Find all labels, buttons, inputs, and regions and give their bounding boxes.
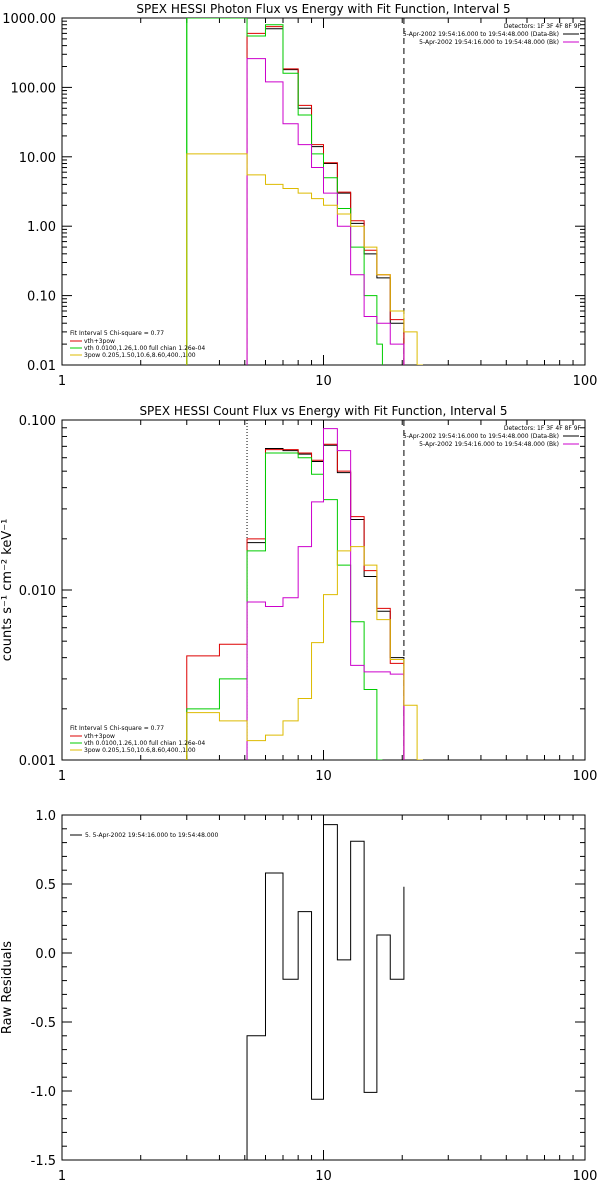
y-axis-label: Raw Residuals	[0, 941, 15, 1034]
legend-entry-label: 5. 5-Apr-2002 19:54:16.000 to 19:54:48.0…	[85, 832, 218, 839]
y-tick-label: 0.001	[19, 754, 56, 769]
series-line-5	[186, 153, 423, 365]
y-tick-label: 0.100	[19, 414, 56, 429]
y-tick-label: 0.10	[27, 290, 56, 305]
y-tick-label: 0.010	[19, 584, 56, 599]
series-line-4	[246, 58, 405, 365]
plot-area	[186, 420, 423, 760]
legend-bottom-left: Fit Interval 5 Chi-square = 0.77vth+3pow…	[70, 725, 205, 754]
legend-top-left: 5. 5-Apr-2002 19:54:16.000 to 19:54:48.0…	[70, 832, 218, 839]
y-tick-label: 10.00	[19, 151, 56, 166]
series-line-5	[186, 546, 423, 760]
x-tick-label: 100	[573, 1169, 598, 1184]
legend-entry-label: vth 0.0100,1.26,1.00 full chian 1.26e-04	[84, 740, 205, 747]
x-tick-label: 10	[315, 374, 332, 389]
legend-entry-label: 5-Apr-2002 19:54:16.000 to 19:54:48.000 …	[403, 433, 559, 440]
series-line-1	[246, 444, 405, 760]
y-tick-label: -1.0	[31, 1085, 56, 1100]
x-tick-label: 10	[315, 1169, 332, 1184]
y-tick-label: 0.01	[27, 359, 56, 374]
y-tick-label: 1.0	[35, 809, 56, 824]
series-line-3	[186, 18, 383, 365]
chart-title: SPEX HESSI Count Flux vs Energy with Fit…	[139, 404, 507, 418]
x-tick-label: 1	[58, 374, 66, 389]
plot-area	[246, 824, 405, 1160]
legend-header: Detectors: 1F 3F 4F 8F 9F	[504, 23, 582, 30]
y-tick-label: 0.0	[35, 947, 56, 962]
legend-header: Detectors: 1F 3F 4F 8F 9F	[504, 425, 582, 432]
x-tick-label: 100	[573, 769, 598, 784]
y-tick-label: 0.5	[35, 878, 56, 893]
legend-top-right: Detectors: 1F 3F 4F 8F 9F5-Apr-2002 19:5…	[403, 425, 582, 448]
x-tick-label: 10	[315, 769, 332, 784]
legend-entry-label: 3pow 0.205,1.50,10.6,8.60,400.,1.00	[84, 747, 196, 754]
x-ticks	[61, 420, 574, 760]
series-line-1	[246, 28, 405, 365]
y-tick-label: 100.00	[11, 81, 57, 96]
y-tick-label: 1.00	[27, 220, 56, 235]
legend-entry-label: vth+3pow	[84, 338, 115, 345]
legend-header: Fit Interval 5 Chi-square = 0.77	[70, 330, 164, 337]
legend-entry-label: vth 0.0100,1.26,1.00 full chian 1.26e-04	[84, 345, 205, 352]
chart-panel-2: SPEX HESSI Count Flux vs Energy with Fit…	[0, 404, 597, 784]
legend-entry-label: 5-Apr-2002 19:54:16.000 to 19:54:48.000 …	[419, 441, 559, 448]
y-tick-label: 1000.00	[2, 12, 56, 27]
x-tick-label: 1	[58, 769, 66, 784]
y-axis-label: counts s⁻¹ cm⁻² keV⁻¹	[0, 519, 15, 662]
x-tick-label: 1	[58, 1169, 66, 1184]
y-ticks	[62, 814, 585, 1161]
legend-bottom-left: Fit Interval 5 Chi-square = 0.77vth+3pow…	[70, 330, 205, 359]
x-ticks	[61, 18, 574, 365]
legend-entry-label: vth+3pow	[84, 733, 115, 740]
series-line-2	[246, 26, 405, 365]
x-ticks	[61, 815, 574, 1160]
y-ticks	[62, 20, 585, 366]
series-line-3	[186, 452, 383, 760]
series-line-4	[246, 428, 405, 760]
legend-entry-label: 3pow 0.205,1.50,10.6,8.60,400.,1.00	[84, 352, 196, 359]
legend-header: Fit Interval 5 Chi-square = 0.77	[70, 725, 164, 732]
y-ticks	[62, 427, 585, 761]
legend-top-right: Detectors: 1F 3F 4F 8F 9F5-Apr-2002 19:5…	[403, 23, 582, 46]
y-tick-label: -0.5	[31, 1016, 56, 1031]
x-tick-label: 100	[573, 374, 598, 389]
y-tick-label: -1.5	[31, 1154, 56, 1169]
legend-entry-label: 5-Apr-2002 19:54:16.000 to 19:54:48.000 …	[403, 31, 559, 38]
chart-title: SPEX HESSI Photon Flux vs Energy with Fi…	[136, 2, 510, 16]
chart-panel-1: SPEX HESSI Photon Flux vs Energy with Fi…	[2, 2, 597, 389]
series-line-1	[246, 824, 405, 1160]
plot-area	[186, 18, 423, 365]
legend-entry-label: 5-Apr-2002 19:54:16.000 to 19:54:48.000 …	[419, 39, 559, 46]
chart-panel-3: Raw Residuals 1 10 100 -1.5 -1.0 -0.5 0.0 0.5 1.0…	[0, 809, 597, 1184]
